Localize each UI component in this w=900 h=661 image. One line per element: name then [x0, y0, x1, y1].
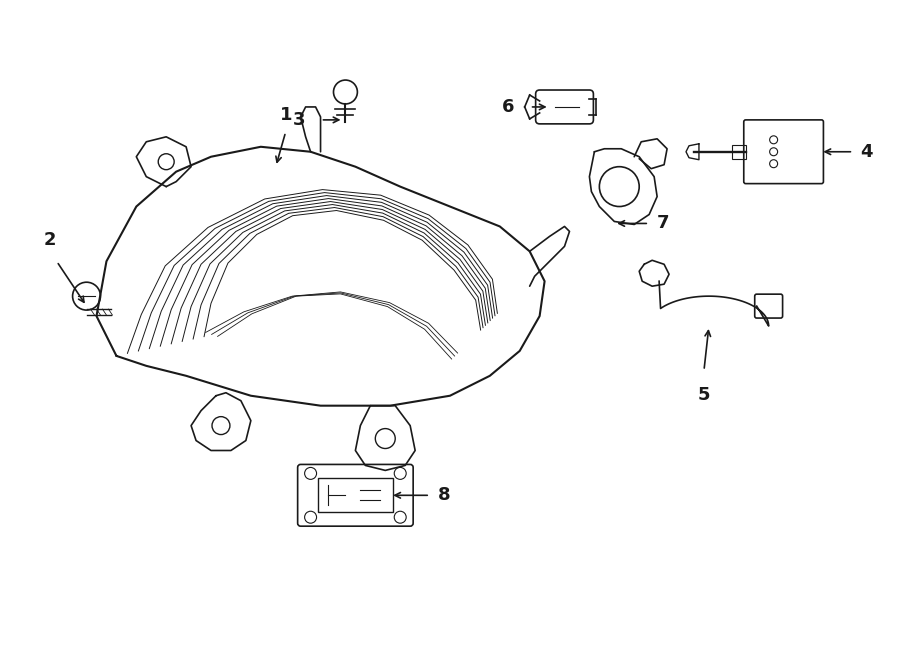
Text: 4: 4	[860, 143, 873, 161]
Text: 5: 5	[698, 386, 710, 404]
Text: 2: 2	[43, 231, 56, 249]
Text: 8: 8	[438, 486, 451, 504]
Text: 1: 1	[279, 106, 292, 124]
Text: 6: 6	[502, 98, 515, 116]
Text: 7: 7	[657, 214, 670, 233]
Text: 3: 3	[293, 111, 306, 129]
